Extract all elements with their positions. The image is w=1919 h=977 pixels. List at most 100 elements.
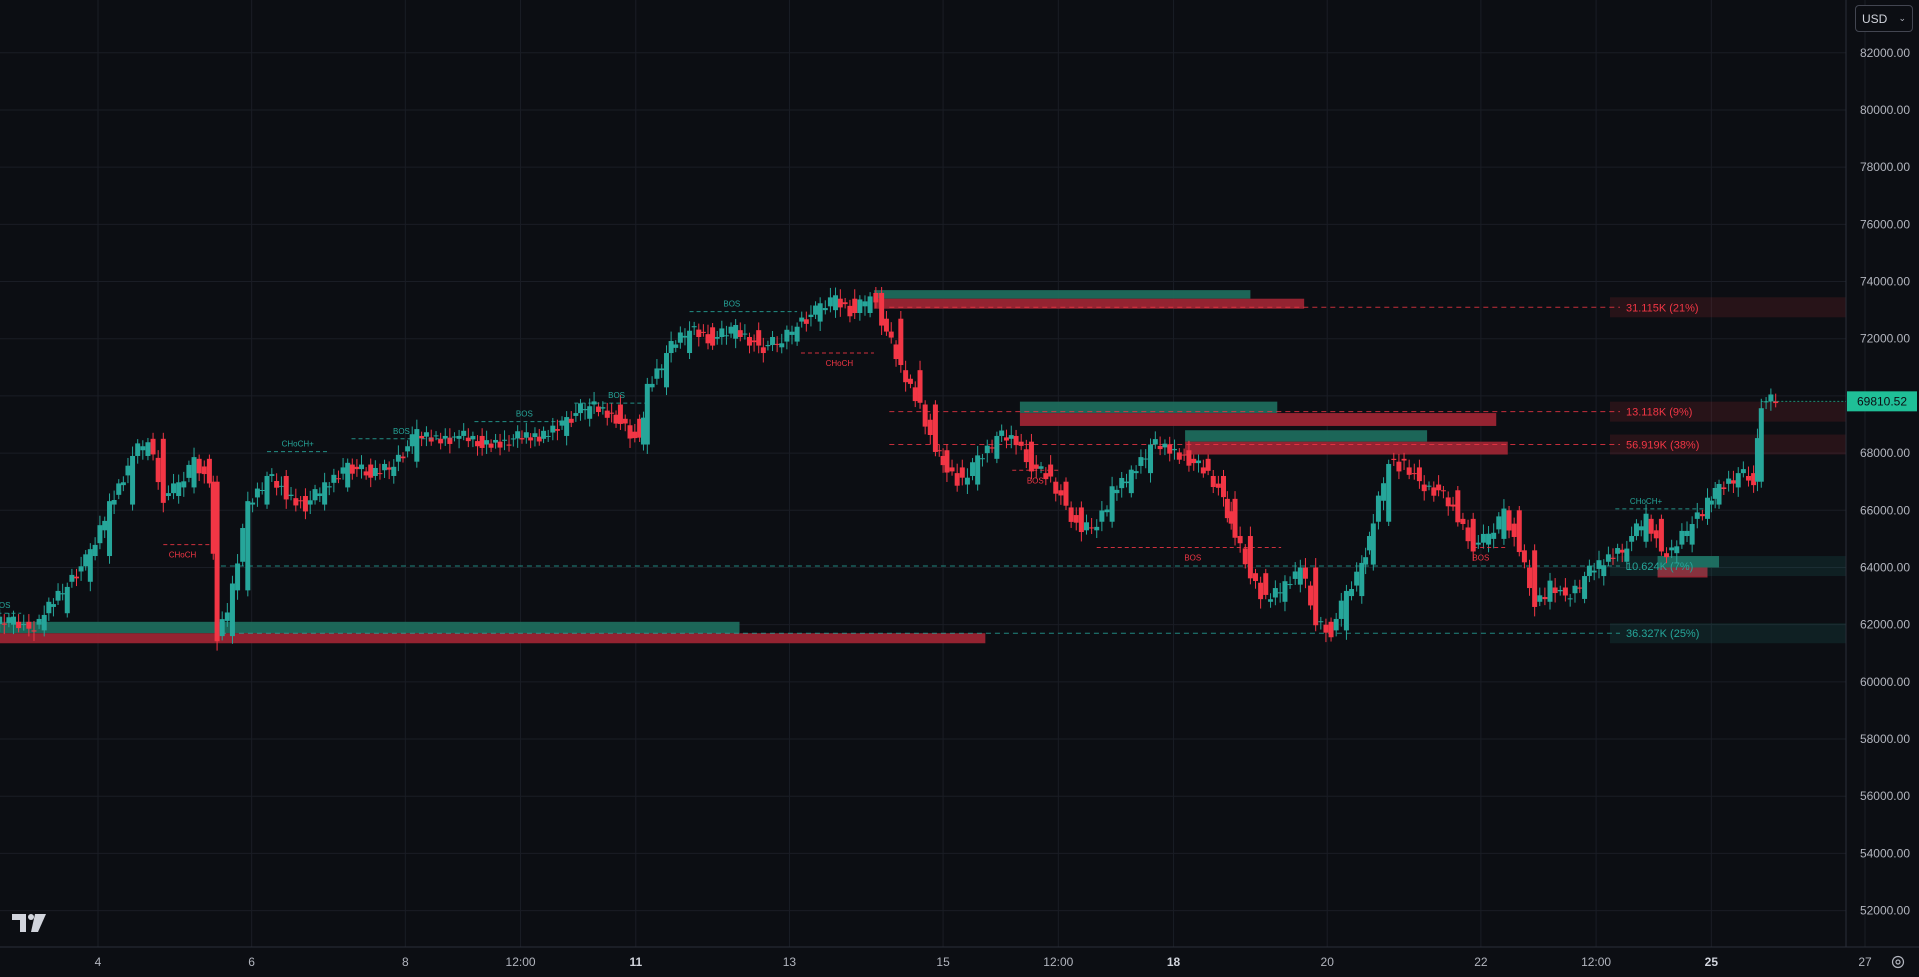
candle	[497, 433, 503, 456]
candle	[1292, 562, 1298, 585]
candle-body	[1763, 401, 1769, 403]
candle-body	[1363, 557, 1369, 565]
candle	[617, 395, 623, 430]
candle	[1381, 477, 1387, 511]
candle-body	[1624, 548, 1630, 562]
candle-body	[1610, 557, 1616, 559]
candle-body	[1491, 532, 1497, 539]
candle-body	[1078, 507, 1084, 533]
candle-body	[92, 544, 98, 557]
candle-body	[1421, 484, 1427, 492]
candle-body	[409, 434, 415, 447]
candles	[0, 286, 1779, 651]
candle	[1716, 479, 1722, 509]
candle	[150, 432, 156, 461]
candle	[135, 439, 141, 464]
candle-body	[201, 466, 207, 475]
price-tick-label: 68000.00	[1860, 446, 1910, 460]
candle-body	[723, 335, 729, 337]
candle-body	[842, 302, 848, 305]
candle	[6, 612, 12, 628]
candle	[1516, 506, 1522, 557]
candle-body	[1386, 463, 1392, 522]
candle	[808, 305, 814, 327]
price-tick-label: 56000.00	[1860, 789, 1910, 803]
candle-body	[1063, 481, 1069, 506]
candle-body	[470, 435, 476, 440]
candle	[827, 287, 833, 313]
currency-select[interactable]: USD ⌄	[1855, 5, 1913, 32]
candle-body	[391, 466, 397, 476]
candle-body	[0, 616, 3, 625]
time-tick-label: 15	[936, 955, 950, 969]
liquidity-label: 13.118K (9%)	[1626, 407, 1692, 419]
candle	[970, 457, 976, 481]
price-tick-label: 52000.00	[1860, 904, 1910, 918]
candle-body	[903, 370, 909, 383]
candle-body	[746, 337, 752, 346]
structure-label: BOS	[1027, 476, 1044, 485]
candle	[1089, 518, 1095, 535]
candle-body	[1694, 512, 1700, 519]
candle	[1048, 455, 1054, 483]
candle-body	[1440, 490, 1446, 492]
candle	[1708, 496, 1714, 513]
candle-body	[649, 383, 655, 388]
structure-label: CHoCH+	[282, 440, 315, 449]
candle-body	[1167, 444, 1173, 454]
candle	[1232, 491, 1238, 546]
candle	[742, 324, 748, 340]
candle	[1567, 594, 1573, 607]
candle-body	[1176, 452, 1182, 460]
candle	[1323, 618, 1329, 643]
candle-body	[1099, 510, 1105, 522]
time-tick-label: 12:00	[506, 955, 536, 969]
candle-body	[278, 485, 284, 487]
candle-body	[760, 347, 766, 354]
candle-body	[64, 586, 70, 614]
candle-body	[1253, 573, 1259, 582]
candle	[1354, 562, 1360, 592]
candle-body	[1247, 536, 1253, 579]
price-tick-label: 72000.00	[1860, 332, 1910, 346]
candle-body	[78, 566, 84, 572]
candle	[1, 614, 7, 635]
candle-body	[150, 438, 156, 455]
candle-body	[493, 439, 499, 443]
candle-body	[1328, 621, 1334, 638]
candle	[1124, 473, 1130, 488]
candle-body	[528, 437, 534, 441]
candle	[506, 435, 512, 452]
candle-body	[1297, 567, 1303, 585]
candle	[1003, 429, 1009, 449]
candle-body	[595, 406, 601, 413]
candle	[224, 603, 230, 627]
candle	[1119, 471, 1125, 498]
candle-body	[240, 528, 246, 562]
candle-body	[16, 621, 22, 629]
candle-body	[984, 445, 990, 454]
candle	[269, 468, 275, 482]
price-tick-label: 80000.00	[1860, 103, 1910, 117]
candle	[654, 359, 660, 385]
candle	[1157, 436, 1163, 456]
candle	[1094, 519, 1100, 539]
candle	[1486, 526, 1492, 553]
candle	[349, 458, 355, 480]
candle	[111, 490, 117, 515]
candle-body	[789, 331, 795, 335]
time-tick-label: 22	[1474, 955, 1488, 969]
candle	[545, 429, 551, 442]
chart-settings-button[interactable]	[1887, 951, 1909, 973]
candle	[359, 455, 365, 479]
candle-body	[196, 458, 202, 474]
candle-body	[1038, 466, 1044, 469]
candle	[954, 463, 960, 492]
candle-body	[423, 432, 429, 437]
candle-body	[577, 403, 583, 414]
candle-body	[1486, 533, 1492, 545]
time-tick-label: 13	[783, 955, 797, 969]
time-tick-label: 12:00	[1581, 955, 1611, 969]
